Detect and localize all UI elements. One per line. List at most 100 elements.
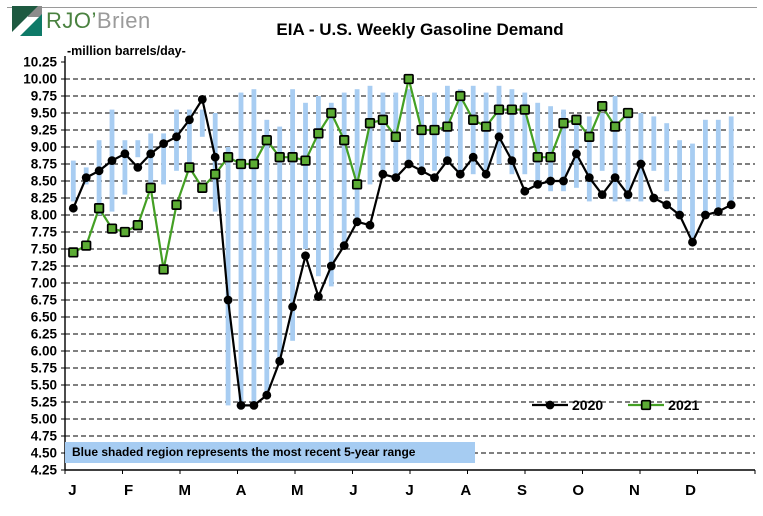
range-bar — [70, 160, 76, 202]
data-point-2021 — [622, 107, 634, 119]
range-bar — [548, 106, 553, 192]
data-point-2020 — [468, 152, 478, 162]
data-point-2021 — [339, 135, 350, 146]
y-tick-label: 8.25 — [31, 191, 58, 206]
data-point-2021 — [584, 131, 595, 142]
legend-sample-2021 — [628, 399, 665, 411]
data-point-2021 — [442, 121, 453, 132]
data-point-2021 — [416, 124, 427, 136]
data-point-2021 — [274, 152, 285, 163]
rjobrien-logo: RJO’Brien — [12, 6, 151, 36]
range-bar — [612, 96, 618, 202]
data-point-2020 — [494, 132, 504, 142]
range-bar — [406, 89, 412, 161]
data-point-2020 — [146, 149, 156, 159]
x-month-label: F — [124, 482, 133, 499]
data-point-2020 — [507, 156, 517, 166]
range-bar — [238, 92, 244, 406]
y-tick-label: 9.25 — [31, 123, 58, 138]
y-tick-label: 8.50 — [31, 174, 57, 189]
y-tick-label: 7.50 — [31, 242, 57, 257]
y-tick-label: 6.25 — [31, 327, 58, 342]
range-bar — [380, 92, 386, 178]
range-bar — [277, 126, 283, 362]
range-bar — [625, 116, 631, 202]
data-point-2020 — [546, 176, 555, 186]
y-tick-label: 5.00 — [31, 412, 57, 427]
x-month-label: J — [405, 482, 413, 499]
data-point-2021 — [261, 135, 272, 146]
range-bar — [470, 85, 476, 175]
y-axis-unit-label: -million barrels/day- — [67, 44, 186, 58]
range-bar — [251, 89, 257, 409]
data-point-2021 — [197, 182, 208, 193]
data-point-2020 — [417, 166, 426, 176]
data-point-2021 — [519, 104, 530, 115]
range-bar — [651, 116, 657, 171]
data-point-2020 — [726, 200, 736, 210]
range-bar — [638, 113, 644, 202]
legend: 2020 2021 — [531, 397, 699, 413]
data-point-2020 — [455, 169, 465, 179]
data-point-2020 — [223, 295, 233, 305]
range-bar — [703, 119, 708, 215]
data-point-2020 — [94, 166, 104, 176]
window-top-border — [7, 7, 757, 8]
range-bar — [496, 85, 502, 164]
x-month-label: A — [460, 482, 471, 499]
series-line-2020 — [72, 96, 732, 407]
series-line-2021 — [72, 78, 629, 270]
data-point-2020 — [404, 159, 414, 169]
data-point-2021 — [558, 118, 569, 129]
legend-label-2021: 2021 — [668, 397, 700, 413]
y-tick-label: 7.00 — [31, 276, 57, 291]
data-point-2021 — [158, 264, 169, 275]
rjobrien-logo-icon — [12, 6, 42, 36]
data-point-2021 — [81, 240, 92, 251]
range-bar — [715, 119, 721, 212]
data-point-2021 — [468, 114, 479, 125]
range-bar — [522, 92, 528, 175]
range-bar — [122, 140, 128, 195]
data-point-2021 — [532, 152, 543, 163]
data-point-2021 — [455, 90, 466, 102]
range-bar — [677, 140, 682, 219]
data-point-2020 — [107, 156, 117, 166]
x-month-label: J — [349, 482, 357, 499]
data-point-2021 — [93, 203, 105, 214]
y-tick-label: 5.50 — [31, 378, 57, 393]
data-point-2020 — [314, 292, 323, 301]
x-month-label: D — [685, 482, 696, 499]
data-point-2020 — [326, 261, 336, 271]
data-point-2020 — [572, 149, 581, 159]
data-point-2020 — [133, 163, 143, 172]
y-tick-label: 10.25 — [23, 55, 57, 70]
data-point-2021 — [403, 73, 414, 85]
data-point-2021 — [493, 104, 505, 115]
logo-text: RJO’Brien — [46, 8, 151, 34]
data-point-2021 — [287, 152, 298, 163]
x-month-label: O — [572, 482, 584, 499]
data-point-2021 — [222, 152, 234, 163]
data-point-2021 — [351, 179, 363, 190]
range-bar — [316, 96, 321, 277]
range-bar — [509, 89, 515, 175]
range-bar — [328, 102, 334, 287]
data-point-2021 — [145, 182, 156, 193]
data-point-2021 — [545, 152, 556, 163]
range-bar — [96, 140, 102, 215]
data-point-2021 — [429, 124, 440, 136]
x-month-label: M — [291, 482, 304, 499]
range-bar — [303, 102, 308, 249]
data-point-2020 — [159, 139, 169, 149]
range-bar — [199, 109, 205, 137]
data-point-2020 — [443, 156, 452, 166]
data-point-2020 — [236, 401, 246, 410]
range-bar — [457, 89, 463, 171]
data-point-2020 — [275, 356, 285, 366]
x-month-label: M — [179, 482, 192, 499]
y-tick-label: 4.25 — [31, 463, 58, 478]
data-point-2020 — [185, 115, 194, 125]
data-point-2020 — [197, 95, 207, 104]
